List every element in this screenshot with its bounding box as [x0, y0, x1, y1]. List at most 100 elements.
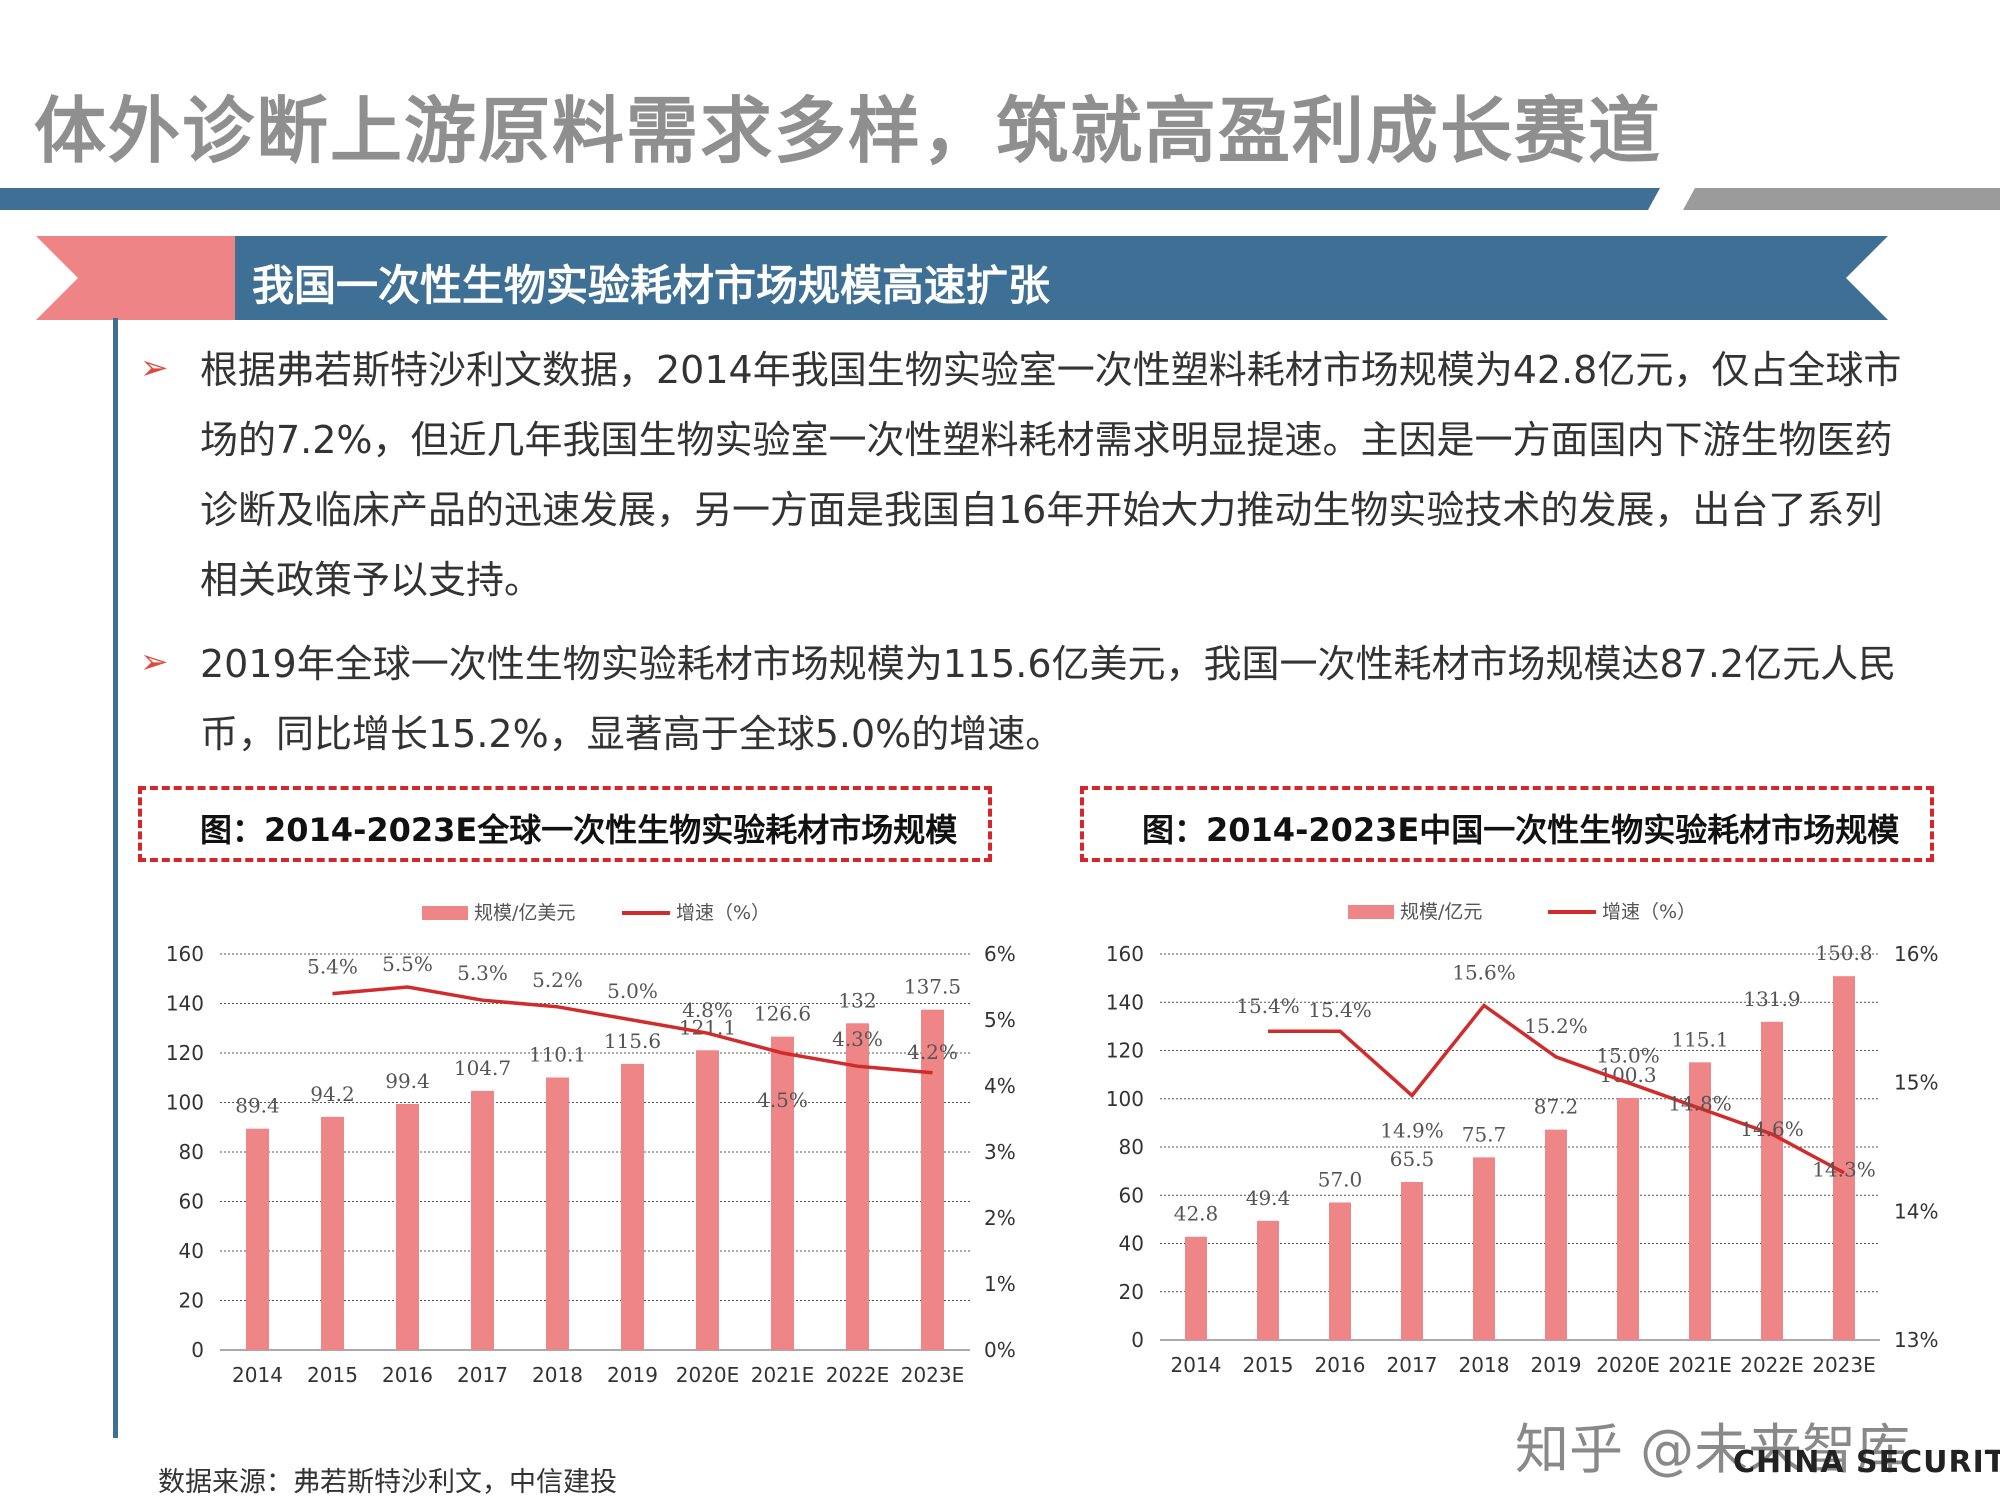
line-data-label: 14.8% [1668, 1091, 1732, 1115]
y2-tick-label: 2% [984, 1206, 1016, 1230]
x-tick-label: 2021E [1668, 1353, 1732, 1377]
bar [1689, 1062, 1711, 1340]
line-data-label: 15.2% [1524, 1014, 1588, 1038]
bar [321, 1116, 344, 1350]
bar-data-label: 131.9 [1743, 987, 1800, 1011]
bar-data-label: 115.6 [604, 1029, 661, 1053]
line-data-label: 5.0% [607, 979, 658, 1003]
bar [1185, 1236, 1207, 1340]
y2-tick-label: 6% [984, 942, 1016, 966]
section-banner-title: 我国一次性生物实验耗材市场规模高速扩张 [252, 261, 1051, 310]
x-tick-label: 2023E [901, 1363, 965, 1387]
watermark: 知乎 @未来智库 [1515, 1418, 1911, 1481]
y-tick-label: 20 [1119, 1280, 1144, 1304]
y-tick-label: 120 [166, 1041, 204, 1065]
bullet-arrow-icon: ➢ [140, 348, 169, 388]
x-tick-label: 2023E [1812, 1353, 1876, 1377]
x-tick-label: 2018 [1459, 1353, 1510, 1377]
chart-china-market: 规模/亿元 增速（%） 0 20 40 60 80 100 120 140 160 13% 14% 15%… [1106, 901, 1939, 1377]
bar-data-label: 115.1 [1671, 1027, 1728, 1051]
line-data-label: 4.5% [757, 1088, 808, 1112]
line-data-label: 15.4% [1308, 998, 1372, 1022]
x-tick-label: 2019 [1531, 1353, 1582, 1377]
bar [246, 1128, 269, 1350]
paragraph-2: 2019年全球一次性生物实验耗材市场规模为115.6亿美元，我国一次性耗材市场规… [200, 642, 1897, 756]
line-data-label: 5.5% [382, 952, 433, 976]
y2-tick-label: 16% [1894, 942, 1938, 966]
x-tick-label: 2015 [1243, 1353, 1294, 1377]
line-data-label: 5.4% [307, 955, 358, 979]
bar [621, 1063, 644, 1350]
y2-tick-label: 15% [1894, 1071, 1938, 1095]
growth-line [1268, 1003, 1845, 1175]
y-tick-label: 40 [179, 1239, 204, 1263]
y-tick-label: 20 [179, 1289, 204, 1313]
bar [396, 1103, 419, 1350]
bullet-arrow-icon: ➢ [140, 642, 169, 682]
line-data-label: 15.4% [1236, 994, 1300, 1018]
bar [1473, 1157, 1495, 1340]
x-tick-label: 2015 [307, 1363, 358, 1387]
legend-line-label: 增速（%） [676, 902, 770, 924]
bar [1329, 1202, 1351, 1340]
section-banner [36, 236, 1888, 320]
legend-bar-label: 规模/亿元 [1400, 901, 1482, 923]
y2-tick-label: 0% [984, 1338, 1016, 1362]
y2-tick-label: 4% [984, 1074, 1016, 1098]
legend-bar-swatch [1348, 905, 1394, 919]
y-tick-label: 140 [166, 992, 204, 1016]
x-tick-label: 2016 [382, 1363, 433, 1387]
bar [1401, 1181, 1423, 1340]
bar-data-label: 104.7 [454, 1056, 511, 1080]
bar [546, 1077, 569, 1350]
x-tick-label: 2017 [1387, 1353, 1438, 1377]
bar-data-label: 132 [838, 988, 876, 1012]
x-tick-label: 2022E [1740, 1353, 1804, 1377]
x-tick-label: 2017 [457, 1363, 508, 1387]
bar [1257, 1220, 1279, 1340]
header-divider [0, 188, 2000, 210]
bar [921, 1009, 944, 1350]
x-tick-label: 2016 [1315, 1353, 1366, 1377]
y2-tick-label: 5% [984, 1008, 1016, 1032]
bar-data-label: 75.7 [1462, 1122, 1507, 1146]
x-tick-label: 2020E [1596, 1353, 1660, 1377]
bar [1545, 1129, 1567, 1340]
line-data-label: 4.8% [682, 998, 733, 1022]
chart-title-frame-china [1080, 786, 1934, 862]
line-data-label: 5.2% [532, 968, 583, 992]
chart-title-china: 图：2014-2023E中国一次性生物实验耗材市场规模 [1142, 811, 1900, 849]
y-tick-label: 100 [1106, 1087, 1144, 1111]
bar [846, 1023, 869, 1350]
bar-data-label: 137.5 [904, 975, 961, 999]
line-data-label: 14.9% [1380, 1119, 1444, 1143]
bar-data-label: 121.1 [679, 1015, 736, 1039]
y2-tick-label: 13% [1894, 1328, 1938, 1352]
bar [471, 1090, 494, 1350]
y2-tick-label: 14% [1894, 1199, 1938, 1223]
y-tick-label: 100 [166, 1091, 204, 1115]
y-tick-label: 160 [166, 942, 204, 966]
y-tick-label: 120 [1106, 1039, 1144, 1063]
line-data-label: 5.3% [457, 961, 508, 985]
y-tick-label: 80 [179, 1140, 204, 1164]
bar-data-label: 94.2 [310, 1082, 355, 1106]
y-tick-label: 80 [1119, 1135, 1144, 1159]
y2-tick-label: 3% [984, 1140, 1016, 1164]
x-tick-label: 2022E [826, 1363, 890, 1387]
bar-data-label: 65.5 [1390, 1147, 1435, 1171]
bar-data-label: 57.0 [1318, 1167, 1363, 1191]
bar-data-label: 126.6 [754, 1002, 811, 1026]
y-tick-label: 40 [1119, 1232, 1144, 1256]
line-data-label: 15.6% [1452, 960, 1516, 984]
x-tick-label: 2021E [751, 1363, 815, 1387]
y-tick-label: 0 [191, 1338, 204, 1362]
bar-data-label: 99.4 [385, 1069, 430, 1093]
chart-title-global: 图：2014-2023E全球一次性生物实验耗材市场规模 [200, 811, 958, 849]
bar [771, 1036, 794, 1350]
y-tick-label: 60 [179, 1190, 204, 1214]
bar-data-label: 110.1 [529, 1043, 586, 1067]
line-data-label: 14.3% [1812, 1158, 1876, 1182]
data-source: 数据来源：弗若斯特沙利文，中信建投 [158, 1467, 617, 1498]
left-accent-line [113, 318, 118, 1438]
